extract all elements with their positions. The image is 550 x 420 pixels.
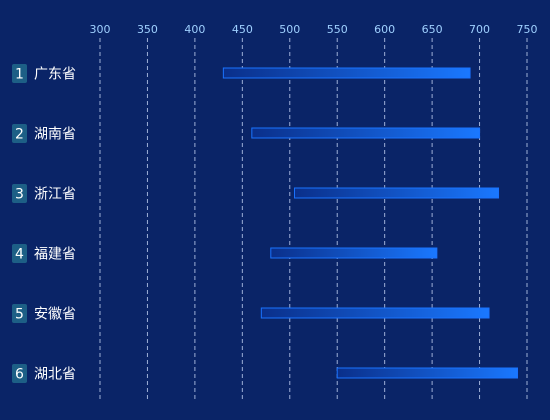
rank-number: 2 [15, 127, 24, 143]
x-tick-label: 300 [90, 23, 111, 36]
rank-badge [12, 184, 27, 203]
category-label: 湖南省 [34, 127, 76, 143]
rank-number: 6 [15, 367, 24, 383]
category-label: 湖北省 [34, 367, 76, 383]
category-label: 浙江省 [34, 187, 76, 203]
rank-badge [12, 244, 27, 263]
x-tick-label: 450 [232, 23, 253, 36]
x-tick-label: 600 [374, 23, 395, 36]
range-bar [260, 307, 490, 319]
x-tick-label: 350 [137, 23, 158, 36]
x-tick-label: 700 [469, 23, 490, 36]
rank-badge [12, 364, 27, 383]
rank-number: 1 [15, 67, 24, 83]
x-tick-label: 400 [184, 23, 205, 36]
category-label: 福建省 [34, 247, 76, 263]
category-label: 广东省 [34, 67, 76, 83]
rank-badge [12, 64, 27, 83]
x-tick-label: 750 [517, 23, 538, 36]
x-tick-label: 500 [279, 23, 300, 36]
category-label: 安徽省 [34, 307, 76, 323]
x-tick-label: 550 [327, 23, 348, 36]
rank-number: 5 [15, 307, 24, 323]
rank-number: 3 [15, 187, 24, 203]
range-bar [270, 247, 438, 259]
range-bar [251, 127, 481, 139]
rank-badge [12, 124, 27, 143]
range-bar [294, 187, 500, 199]
rank-number: 4 [15, 247, 24, 263]
range-bar [336, 367, 519, 379]
x-tick-label: 650 [422, 23, 443, 36]
rank-badge [12, 304, 27, 323]
range-bar [222, 67, 471, 79]
